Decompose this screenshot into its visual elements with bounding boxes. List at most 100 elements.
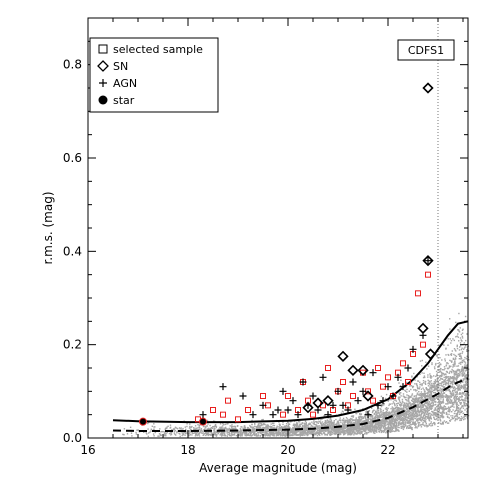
background-point	[355, 421, 357, 423]
background-point	[391, 421, 394, 423]
background-point	[460, 385, 462, 387]
background-point	[371, 421, 373, 424]
background-point	[383, 422, 385, 424]
background-point	[439, 418, 441, 421]
background-point	[227, 433, 229, 436]
background-point	[464, 361, 466, 363]
background-point	[371, 428, 374, 431]
background-point	[348, 431, 350, 433]
background-point	[252, 434, 254, 436]
background-point	[207, 423, 209, 425]
background-point	[448, 380, 450, 383]
background-point	[269, 426, 271, 428]
background-point	[178, 432, 180, 435]
background-point	[257, 423, 260, 425]
background-point	[367, 420, 369, 422]
background-point	[430, 385, 432, 387]
background-point	[362, 417, 364, 419]
background-point	[437, 385, 440, 387]
background-point	[427, 403, 429, 406]
background-point	[418, 422, 421, 424]
background-point	[442, 369, 444, 371]
background-point	[397, 410, 399, 412]
background-point	[261, 431, 263, 433]
background-point	[408, 406, 410, 408]
background-point	[325, 433, 327, 436]
background-point	[206, 428, 208, 431]
background-point	[315, 424, 317, 426]
background-point	[424, 402, 426, 404]
background-point	[453, 377, 455, 379]
background-point	[352, 419, 354, 421]
background-point	[423, 420, 426, 423]
background-point	[377, 409, 380, 412]
background-point	[395, 424, 398, 426]
background-point	[430, 421, 432, 423]
background-point	[182, 427, 184, 430]
background-point	[446, 415, 449, 417]
background-point	[452, 381, 455, 383]
background-point	[376, 426, 378, 428]
background-point	[451, 376, 453, 378]
background-point	[437, 380, 439, 382]
background-point	[413, 400, 416, 402]
background-point	[450, 377, 453, 379]
background-point	[429, 376, 431, 378]
background-point	[405, 407, 407, 409]
background-point	[459, 386, 462, 388]
background-point	[369, 421, 371, 423]
background-point	[257, 435, 259, 437]
background-point	[412, 409, 414, 412]
background-point	[159, 428, 161, 430]
background-point	[364, 417, 367, 419]
background-point	[444, 396, 446, 398]
background-point	[394, 422, 397, 424]
background-point	[463, 359, 465, 361]
background-point	[368, 430, 371, 432]
background-point	[412, 415, 415, 417]
background-point	[419, 373, 421, 375]
background-point	[415, 411, 418, 413]
background-point	[430, 399, 432, 401]
background-point	[229, 425, 231, 427]
background-point	[360, 413, 362, 415]
background-point	[369, 424, 371, 426]
background-point	[199, 430, 202, 432]
background-point	[366, 432, 368, 434]
background-point	[351, 430, 354, 433]
background-point	[270, 428, 273, 430]
background-point	[441, 414, 443, 416]
background-point	[210, 427, 213, 429]
background-point	[391, 430, 393, 433]
background-point	[278, 431, 280, 433]
background-point	[436, 385, 439, 388]
background-point	[313, 426, 316, 428]
background-point	[166, 426, 168, 428]
background-point	[216, 431, 218, 434]
background-point	[263, 434, 265, 437]
background-point	[433, 411, 436, 414]
background-point	[427, 379, 429, 382]
background-point	[453, 412, 456, 415]
background-point	[233, 427, 235, 430]
background-point	[439, 400, 441, 403]
background-point	[438, 407, 441, 409]
background-point	[384, 415, 386, 417]
background-point	[465, 344, 467, 346]
background-point	[367, 431, 370, 434]
background-point	[330, 430, 332, 433]
background-point	[366, 429, 368, 431]
background-point	[454, 357, 457, 359]
background-point	[380, 395, 383, 398]
background-point	[440, 398, 442, 400]
background-point	[207, 432, 209, 435]
background-point	[332, 433, 334, 435]
background-point	[377, 423, 379, 425]
background-point	[456, 335, 458, 337]
background-point	[412, 421, 414, 424]
background-point	[332, 431, 334, 433]
background-point	[361, 425, 364, 427]
background-point	[454, 396, 456, 398]
background-point	[292, 431, 294, 434]
background-point	[384, 416, 386, 419]
